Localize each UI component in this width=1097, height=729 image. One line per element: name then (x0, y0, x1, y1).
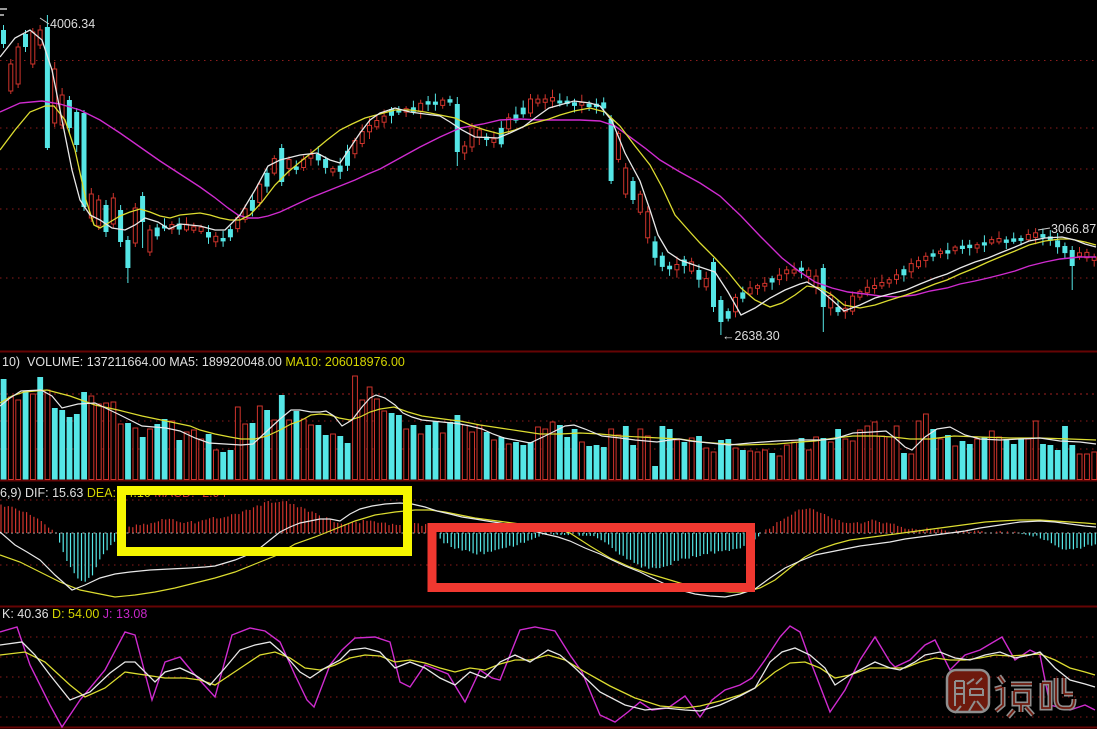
svg-text:K: 40.36 D: 54.00 J: 13.08: K: 40.36 D: 54.00 J: 13.08 (2, 607, 147, 621)
svg-text:3066.87: 3066.87 (1051, 222, 1096, 236)
svg-text:10) VOLUME: 137211664.00 MA5:: 10) VOLUME: 137211664.00 MA5: 189920048.… (2, 355, 405, 369)
svg-text:4006.34: 4006.34 (50, 17, 95, 31)
svg-text:←2638.30: ←2638.30 (722, 329, 780, 343)
